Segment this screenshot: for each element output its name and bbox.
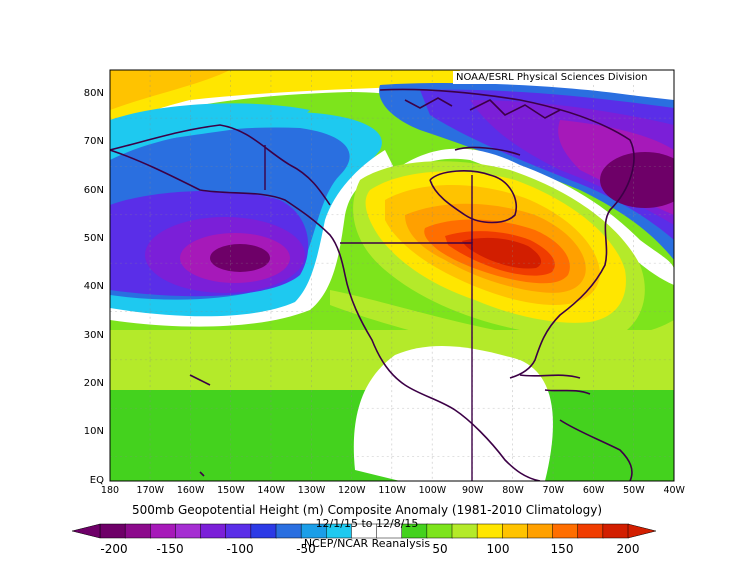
lat-label: 50N xyxy=(83,233,104,245)
lat-label: 40N xyxy=(83,281,104,293)
colorbar-label: 200 xyxy=(616,542,640,556)
lat-label: EQ xyxy=(89,475,104,486)
lon-label: 120W xyxy=(338,485,366,496)
lon-label: 160W xyxy=(176,485,205,496)
lon-label: 90W xyxy=(461,485,484,496)
lat-label: 10N xyxy=(83,426,104,438)
lat-label: 30N xyxy=(83,329,104,341)
map-title: 500mb Geopotential Height (m) Composite … xyxy=(131,503,602,517)
coastlines xyxy=(110,88,635,481)
lat-label: 70N xyxy=(83,136,104,148)
lon-label: 150W xyxy=(217,485,245,496)
colorbar-label: -100 xyxy=(226,542,254,556)
lat-label: 60N xyxy=(83,184,104,196)
lon-label: 70W xyxy=(542,485,565,496)
colorbar-label: 150 xyxy=(550,542,574,556)
lon-label: 50W xyxy=(623,485,645,496)
colorbar-label: -150 xyxy=(156,542,184,556)
lon-label: 80W xyxy=(502,485,524,496)
colorbar xyxy=(71,523,657,539)
lon-label: 40W xyxy=(663,485,685,496)
lon-label: 180 xyxy=(100,485,120,496)
colorbar-min-arrow xyxy=(71,523,101,539)
lat-label: 20N xyxy=(83,378,104,390)
credit-label: NOAA/ESRL Physical Sciences Division xyxy=(453,71,651,84)
lat-label: 80N xyxy=(83,88,104,99)
lon-label: 60W xyxy=(582,485,605,496)
colorbar-label: -200 xyxy=(100,542,128,556)
lon-label: 130W xyxy=(297,485,326,496)
lon-label: 170W xyxy=(136,485,165,496)
colorbar-max-arrow xyxy=(627,523,657,539)
date-range: 12/1/15 to 12/8/15 xyxy=(315,517,419,530)
colorbar-label: -50 xyxy=(296,542,316,556)
lon-label: 100W xyxy=(418,485,447,496)
colorbar-label: 100 xyxy=(486,542,510,556)
data-source: NCEP/NCAR Reanalysis xyxy=(303,537,431,550)
political-lines xyxy=(264,145,473,481)
lon-label: 110W xyxy=(378,485,406,496)
graticule xyxy=(110,70,674,481)
lon-label: 140W xyxy=(257,485,285,496)
colorbar-label: 50 xyxy=(432,542,448,556)
